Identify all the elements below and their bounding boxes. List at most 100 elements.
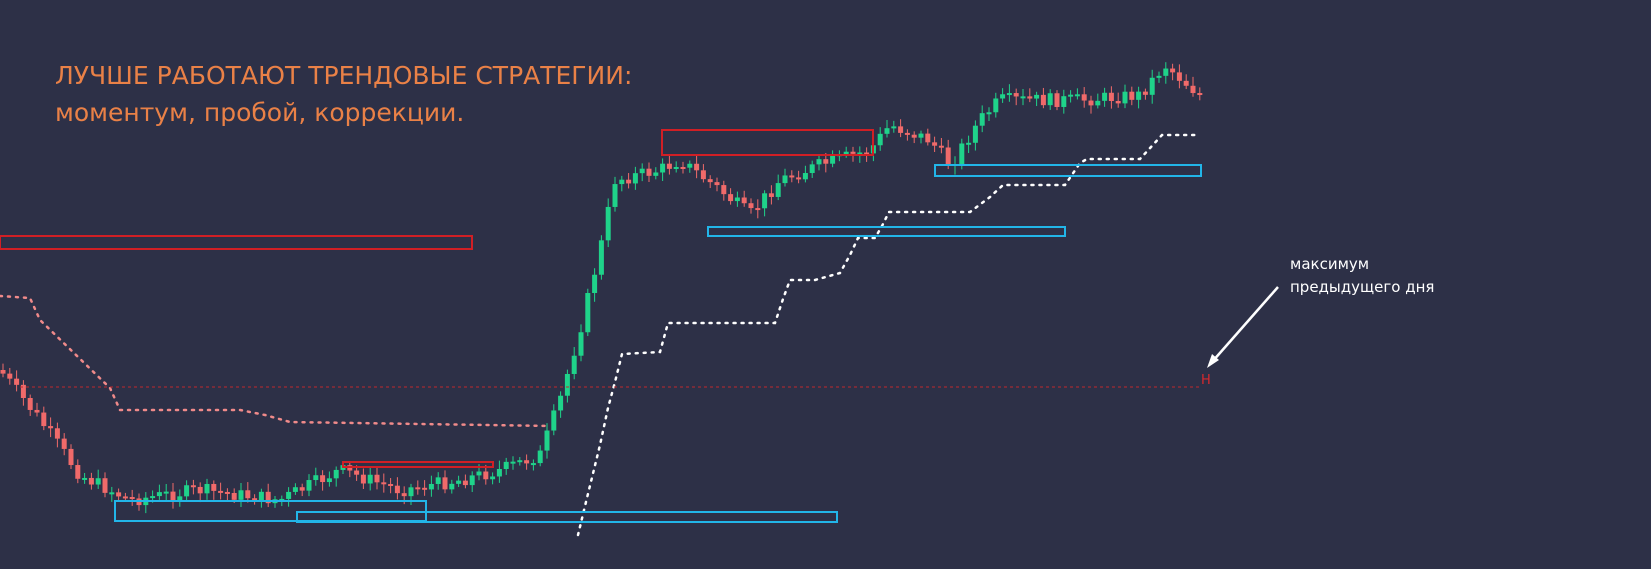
candle: [666, 163, 672, 169]
candle: [830, 155, 836, 164]
candle: [408, 487, 414, 497]
candle: [14, 378, 20, 385]
candle: [428, 483, 434, 490]
candle: [904, 132, 910, 135]
candle: [925, 133, 931, 143]
candle: [292, 487, 298, 492]
candle: [816, 159, 822, 165]
candle: [367, 474, 373, 484]
candle: [231, 492, 237, 500]
candle: [1183, 80, 1189, 86]
candle: [415, 487, 421, 490]
candle: [945, 147, 951, 166]
annotation-line-2: предыдущего дня: [1290, 278, 1434, 296]
candle: [150, 496, 156, 499]
candle: [333, 469, 339, 479]
candle: [116, 492, 122, 497]
candle: [306, 480, 312, 491]
candle: [54, 428, 60, 439]
candle: [911, 134, 917, 138]
candle: [979, 113, 985, 126]
candle: [782, 175, 788, 184]
candle: [809, 164, 815, 174]
candle: [163, 491, 169, 494]
candle: [20, 384, 26, 399]
candle: [204, 483, 210, 494]
candle: [639, 168, 645, 174]
candle: [986, 112, 992, 115]
candle: [707, 179, 713, 183]
candle: [462, 480, 468, 486]
arrow: [1211, 286, 1279, 363]
candle: [592, 274, 598, 294]
candle: [503, 461, 509, 469]
candle: [184, 485, 190, 497]
support-zone: [934, 164, 1202, 177]
candle: [558, 395, 564, 411]
resistance-zone: [661, 129, 874, 156]
candle: [75, 465, 81, 479]
candle: [449, 483, 455, 490]
candle: [884, 128, 890, 134]
candle: [537, 450, 543, 464]
candle: [1102, 92, 1108, 101]
candle: [1170, 68, 1176, 73]
candle: [673, 166, 679, 169]
candle: [476, 471, 482, 476]
candle: [680, 166, 686, 169]
candle: [694, 163, 700, 171]
candle: [95, 478, 101, 485]
candle: [190, 485, 196, 488]
candle: [1136, 91, 1142, 100]
candle: [768, 193, 774, 197]
candle: [401, 493, 407, 497]
candle: [850, 151, 856, 154]
candle: [360, 474, 366, 484]
candle: [632, 173, 638, 184]
candle: [68, 448, 74, 466]
resistance-zone: [0, 235, 473, 250]
candle: [483, 471, 489, 480]
candle: [877, 133, 883, 146]
candle: [1061, 96, 1067, 107]
candle: [1000, 94, 1006, 99]
candle: [714, 182, 720, 186]
candle: [496, 468, 502, 477]
candle: [435, 477, 441, 484]
candle: [1115, 101, 1121, 104]
candle: [265, 491, 271, 504]
candle: [1163, 68, 1169, 76]
candle: [544, 430, 550, 451]
annotation-line-1: максимум: [1290, 255, 1369, 273]
candle: [1108, 92, 1114, 102]
candle: [299, 487, 305, 491]
candle: [374, 474, 380, 483]
candle: [755, 208, 761, 211]
candle: [394, 485, 400, 494]
candle: [490, 476, 496, 480]
candle: [211, 483, 217, 491]
candle: [1190, 85, 1196, 94]
candle: [258, 491, 264, 502]
candle: [0, 370, 6, 374]
candle: [1040, 94, 1046, 106]
candle: [775, 183, 781, 197]
candle: [1149, 77, 1155, 95]
candle: [238, 490, 244, 500]
candle: [517, 460, 523, 463]
candle: [1047, 93, 1053, 106]
title-line-1: ЛУЧШЕ РАБОТАЮТ ТРЕНДОВЫЕ СТРАТЕГИИ:: [55, 61, 632, 90]
candle: [721, 185, 727, 195]
stop-dots: [0, 294, 552, 428]
candle: [129, 497, 135, 500]
candle: [218, 490, 224, 493]
candle: [598, 240, 604, 275]
candle: [660, 163, 666, 173]
candle: [61, 438, 67, 449]
price-chart: [0, 62, 1203, 537]
candle: [728, 194, 734, 202]
candle: [741, 197, 747, 204]
candle: [564, 373, 570, 396]
candle: [313, 475, 319, 481]
